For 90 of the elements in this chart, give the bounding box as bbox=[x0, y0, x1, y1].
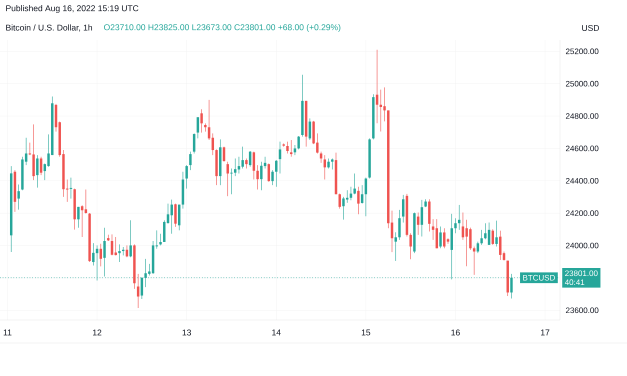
candlestick bbox=[294, 144, 296, 156]
x-tick-label: 17 bbox=[541, 330, 550, 336]
candlestick bbox=[360, 184, 364, 204]
candlestick bbox=[28, 142, 32, 156]
candlestick bbox=[409, 232, 412, 260]
candlestick bbox=[495, 220, 498, 247]
candlestick bbox=[436, 218, 438, 249]
candlestick bbox=[80, 204, 84, 238]
candlestick bbox=[252, 151, 256, 180]
candlestick bbox=[185, 164, 188, 189]
candlestick bbox=[70, 177, 72, 199]
candlestick bbox=[469, 227, 472, 250]
candlestick bbox=[297, 136, 300, 150]
candlestick bbox=[357, 186, 360, 215]
candlestick bbox=[103, 227, 106, 277]
candlestick bbox=[100, 243, 102, 267]
candlestick bbox=[92, 242, 95, 266]
candlestick bbox=[331, 158, 334, 170]
y-axis-title: USD bbox=[582, 25, 599, 31]
x-tick-label: 16 bbox=[451, 330, 460, 336]
candlestick bbox=[178, 204, 180, 231]
candlestick bbox=[136, 274, 140, 308]
candlestick bbox=[241, 146, 244, 169]
candlestick bbox=[353, 173, 356, 195]
candlestick bbox=[324, 154, 326, 180]
candlestick bbox=[275, 160, 278, 188]
candlestick bbox=[114, 236, 117, 256]
candlestick bbox=[238, 156, 240, 174]
candlestick bbox=[380, 89, 382, 132]
candlestick bbox=[308, 118, 312, 140]
x-tick-label: 14 bbox=[272, 330, 281, 336]
candlestick bbox=[454, 218, 457, 234]
candlestick bbox=[226, 161, 229, 196]
candlestick bbox=[416, 212, 420, 236]
candlestick bbox=[465, 220, 468, 267]
x-tick-label: 13 bbox=[182, 330, 192, 336]
candlestick bbox=[480, 230, 483, 246]
candlestick bbox=[327, 158, 330, 169]
candlestick bbox=[159, 233, 162, 246]
candlestick bbox=[36, 154, 39, 188]
candlestick bbox=[118, 244, 121, 262]
candlestick bbox=[402, 194, 404, 223]
candlestick bbox=[342, 196, 345, 220]
candlestick bbox=[174, 203, 177, 228]
text: Published Aug 16, 2022 15:19 UTC bbox=[6, 5, 138, 13]
candlestick bbox=[129, 220, 132, 258]
candlestick bbox=[256, 164, 259, 190]
candlestick bbox=[492, 228, 494, 246]
candlestick bbox=[420, 200, 424, 237]
candlestick bbox=[248, 150, 252, 168]
x-tick-label: 11 bbox=[4, 330, 12, 336]
candlestick bbox=[462, 212, 464, 240]
x-tick-label: 15 bbox=[362, 330, 370, 336]
candlestick bbox=[84, 189, 88, 214]
candlestick bbox=[320, 151, 322, 164]
candlestick bbox=[398, 210, 401, 240]
candlestick bbox=[443, 228, 446, 249]
candlestick bbox=[488, 222, 490, 246]
candlestick bbox=[230, 168, 233, 195]
candlestick bbox=[77, 206, 80, 228]
candlestick bbox=[364, 177, 368, 217]
candlestick bbox=[428, 198, 431, 232]
candlestick bbox=[126, 245, 128, 258]
candlestick bbox=[200, 108, 203, 133]
chart-title: Bitcoin / U.S. Dollar, 1h bbox=[6, 24, 92, 32]
candlestick bbox=[234, 158, 236, 176]
chart-subtitle: O23710.00 H23825.00 L23673.00 C23801.00 +68.00 (+0.29%) bbox=[104, 24, 340, 32]
candlestick bbox=[499, 230, 502, 260]
candlestick bbox=[271, 170, 274, 186]
candlestick bbox=[268, 163, 270, 182]
candlestick bbox=[350, 186, 352, 201]
candlestick bbox=[383, 87, 386, 122]
candlestick bbox=[376, 49, 378, 124]
candlestick bbox=[394, 232, 397, 262]
candlestick bbox=[245, 158, 248, 169]
candlestick bbox=[286, 141, 289, 154]
candlestick bbox=[196, 116, 200, 139]
candlestick bbox=[476, 241, 480, 254]
candlestick bbox=[260, 161, 263, 190]
candlestick bbox=[472, 246, 476, 276]
candlestick bbox=[17, 184, 20, 210]
candlestick bbox=[264, 156, 266, 169]
candlestick bbox=[170, 199, 173, 234]
candlestick bbox=[338, 193, 341, 209]
candlestick bbox=[189, 151, 192, 170]
candlestick bbox=[192, 133, 196, 154]
candlestick bbox=[32, 124, 35, 180]
candlestick bbox=[40, 156, 42, 176]
x-tick-label: 12 bbox=[93, 330, 102, 336]
candlestick bbox=[439, 226, 442, 249]
